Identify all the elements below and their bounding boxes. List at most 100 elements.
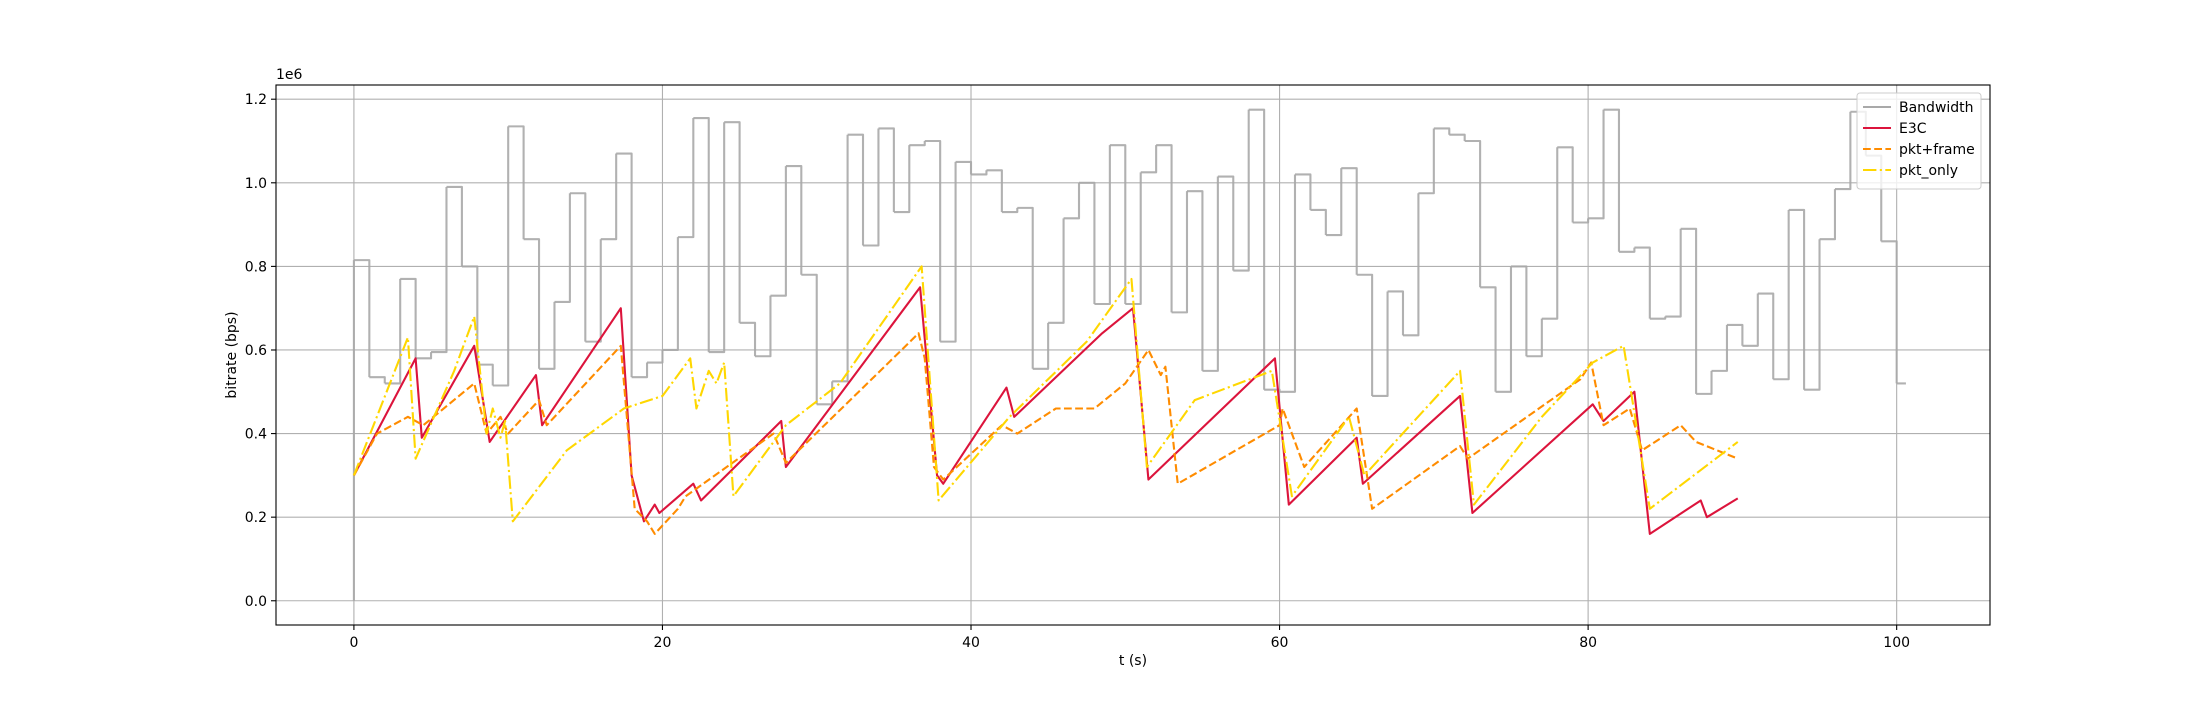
step-segment [1480, 286, 1497, 392]
step-segment [1696, 370, 1713, 395]
step-segment [400, 277, 417, 359]
step-segment [1402, 193, 1420, 337]
step-segment [1372, 291, 1389, 398]
step-segment [1788, 208, 1806, 390]
step-segment [1711, 324, 1729, 372]
y-tick-label: 0.6 [245, 343, 267, 359]
step-segment [1449, 133, 1466, 142]
step-segment [569, 192, 587, 342]
y-tick-label: 0.0 [245, 594, 267, 610]
y-tick-label: 1.2 [245, 92, 267, 108]
legend-label: Bandwidth [1899, 100, 1974, 116]
step-segment [662, 237, 679, 352]
step-segment [1079, 181, 1096, 305]
step-segment [1742, 293, 1759, 347]
step-segment [384, 278, 402, 385]
step-segment [446, 185, 463, 267]
step-segment [1603, 108, 1621, 252]
step-segment [600, 153, 618, 241]
legend-box [1856, 92, 1982, 190]
legend-label: pkt+frame [1899, 142, 1975, 158]
step-segment [1433, 127, 1451, 135]
step-segment [1881, 240, 1898, 384]
step-segment [477, 363, 494, 386]
y-tick-label: 1.0 [245, 176, 267, 192]
step-segment [1109, 144, 1127, 305]
legend-label: pkt_only [1899, 163, 1958, 179]
step-segment [1464, 139, 1482, 288]
step-segment [1325, 168, 1343, 237]
step-segment [554, 193, 571, 303]
step-segment [1618, 247, 1636, 253]
step-segment [1819, 189, 1836, 241]
plot-frame [275, 84, 1991, 626]
step-segment [1094, 145, 1111, 306]
step-segment [986, 169, 1003, 213]
step-segment [1341, 167, 1358, 275]
step-segment [1665, 228, 1682, 318]
step-segment [1726, 323, 1744, 346]
y-tick-label: 0.2 [245, 510, 267, 526]
step-segment [770, 166, 787, 297]
step-segment [1140, 145, 1158, 174]
step-segment [893, 145, 911, 214]
step-segment [940, 161, 957, 343]
step-segment [847, 133, 865, 246]
step-segment [1048, 218, 1065, 324]
x-tick-label: 80 [1579, 635, 1597, 651]
legend-label: E3C [1899, 121, 1927, 137]
step-segment [1294, 173, 1312, 210]
x-tick-label: 0 [349, 635, 358, 651]
step-segment [708, 122, 726, 354]
step-segment [647, 349, 664, 364]
y-tick-label: 0.8 [245, 259, 267, 275]
step-segment [909, 141, 926, 147]
step-segment [785, 165, 803, 275]
x-tick-label: 40 [962, 635, 980, 651]
step-segment [1156, 144, 1173, 313]
step-segment [1063, 182, 1081, 220]
step-segment [1032, 322, 1050, 370]
step-segment [539, 301, 556, 370]
step-segment [878, 127, 895, 213]
step-segment [924, 139, 942, 342]
step-segment [1680, 227, 1698, 394]
step-segment [1634, 246, 1651, 319]
step-segment [1233, 109, 1250, 272]
step-segment [369, 376, 386, 384]
step-segment [415, 352, 433, 360]
step-segment [693, 116, 710, 353]
step-segment [1279, 174, 1297, 393]
step-segment [971, 170, 988, 176]
step-segment [724, 121, 741, 323]
step-segment [1017, 206, 1034, 369]
step-segment [1834, 111, 1852, 191]
series-line [352, 265, 1739, 523]
step-segment [1202, 176, 1219, 372]
step-segment [677, 118, 695, 239]
y-axis-label: bitrate (bps) [224, 311, 240, 398]
step-segment [1804, 239, 1821, 391]
step-segment [1773, 209, 1790, 381]
step-segment [492, 126, 510, 387]
step-segment [1572, 218, 1590, 224]
x-axis-label: t (s) [1119, 653, 1147, 669]
step-segment [863, 128, 880, 247]
step-segment [1495, 266, 1513, 393]
step-segment [955, 160, 973, 175]
step-segment [431, 186, 448, 354]
step-segment [1217, 175, 1235, 271]
series-line [352, 286, 1739, 535]
step-segment [1757, 292, 1775, 380]
step-segment [523, 238, 541, 369]
step-segment [616, 152, 633, 378]
step-segment [1356, 273, 1374, 396]
step-segment [801, 273, 818, 405]
step-segment [1264, 388, 1281, 392]
step-segment [1526, 318, 1543, 358]
step-segment [585, 239, 602, 343]
x-tick-label: 20 [654, 635, 672, 651]
step-segment [1171, 191, 1189, 314]
